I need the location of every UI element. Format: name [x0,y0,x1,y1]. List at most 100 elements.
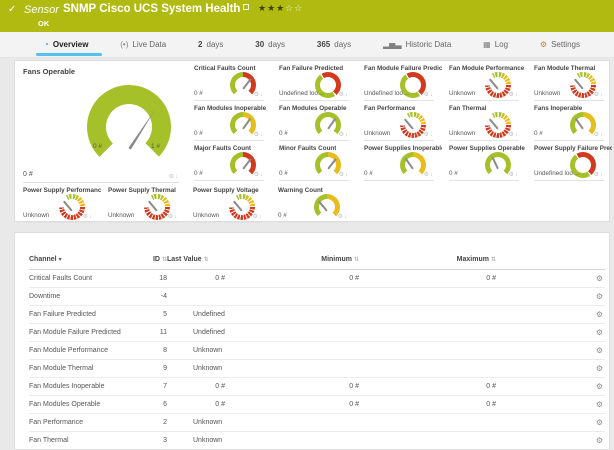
gauge-cell-fan-modules-operable[interactable]: Fan Modules Operable 0 # ⚙↓ [271,101,356,141]
tab-30-days[interactable]: 30 days [251,32,289,57]
cell-max: 0 # [359,269,496,288]
table-row-fan-modules-operable: Fan Modules Operable 6 0 #0 #0 # ⚙ [29,395,605,414]
table-row-fan-performance: Fan Performance 2 Unknown ⚙ [29,413,605,432]
cell-last: Unknown [167,359,225,378]
gauge-title: Fan Module Failure Predicted [364,65,442,72]
tab-2-days[interactable]: 2 days [194,32,227,57]
cell-last: Undefined loo... [167,305,225,324]
gauge-panel-fans-operable[interactable]: Fans Operable 0 # 1 # 0 # ⚙↓ [15,61,186,183]
channel-settings-gear-icon[interactable]: ⚙ [595,381,603,391]
gauge-cell-warning-count[interactable]: Warning Count 0 # ⚙↓ [270,183,355,223]
gauge-cell-fan-module-performance[interactable]: Fan Module Performance Unknown ⚙↓ [441,61,526,101]
channel-settings-gear-icon[interactable]: ⚙ [595,399,603,409]
gauge-options-icons[interactable]: ⚙↓ [253,172,264,178]
gauge-options-icons[interactable]: ⚙↓ [253,92,264,98]
column-header-maximum[interactable]: Maximum ⇅ [359,251,496,270]
gauge-cell-power-supplies-inoperable[interactable]: Power Supplies Inoperable 0 # ⚙↓ [356,141,442,181]
gauge-cell-fan-performance[interactable]: Fan Performance Unknown ⚙↓ [356,101,441,141]
tab-overview[interactable]: ◔ Overview [35,32,103,57]
gauge-value: 0 # [279,170,288,177]
gauge-value: 0 # [23,171,33,178]
gauge-options-icons[interactable]: ⚙↓ [253,132,264,138]
cell-min [225,431,359,449]
cell-channel: Fan Module Performance [29,341,149,360]
gauge-value: Unknown [108,212,135,219]
table-row-fan-modules-inoperable: Fan Modules Inoperable 7 0 #0 #0 # ⚙ [29,377,605,396]
gauge-options-icons[interactable]: ⚙↓ [338,172,349,178]
channel-table-panel: Channel ▾ ID ⇅ Last Value ⇅ Minimum ⇅ Maximum ⇅ C… [14,232,610,450]
channel-settings-gear-icon[interactable]: ⚙ [595,363,603,373]
gauge-options-icons[interactable]: ⚙↓ [337,214,348,220]
channel-settings-gear-icon[interactable]: ⚙ [595,435,603,445]
gauge-options-icons[interactable]: ⚙↓ [423,92,434,98]
channel-settings-gear-icon[interactable]: ⚙ [595,417,603,427]
gauge-options-icons[interactable]: ⚙↓ [423,172,434,178]
gauge-cell-power-supply-failure-predicted[interactable]: Power Supply Failure Predicted Undefined … [526,141,612,181]
column-header-id[interactable]: ID ⇅ [149,251,167,270]
gauge-options-icons[interactable]: ⚙↓ [338,132,349,138]
channel-settings-gear-icon[interactable]: ⚙ [595,309,603,319]
gauge-cell-fans-inoperable[interactable]: Fans Inoperable 0 # ⚙↓ [526,101,611,141]
tab-label: Settings [551,40,580,49]
tab-historic-data[interactable]: ▂▅▃ Historic Data [379,32,455,57]
gauge-options-icons[interactable]: ⚙↓ [82,214,93,220]
gauge-options-icons[interactable]: ⚙↓ [167,214,178,220]
gauge-options-icons[interactable]: ⚙↓ [508,132,519,138]
column-label: Minimum [321,256,352,264]
cell-actions: ⚙ [496,287,605,306]
gauge-options-icons[interactable]: ⚙↓ [593,132,604,138]
gauge-options-icons[interactable]: ⚙↓ [338,92,349,98]
gauge-cell-fan-module-thermal[interactable]: Fan Module Thermal Unknown ⚙↓ [526,61,611,101]
gauge-options-icons[interactable]: ⚙↓ [252,214,263,220]
priority-stars[interactable]: ★★★☆☆ [258,3,303,14]
gauge-title: Major Faults Count [194,145,252,152]
gauge-cell-power-supplies-operable[interactable]: Power Supplies Operable 0 # ⚙↓ [441,141,526,181]
tab-log[interactable]: ▦ Log [479,32,512,57]
gear-icon: ⚙ [539,40,548,49]
column-label: ID [152,256,160,264]
cell-channel: Fan Failure Predicted [29,305,149,324]
gauge-cell-fan-failure-predicted[interactable]: Fan Failure Predicted Undefined lookup v.… [271,61,356,101]
gauge-cell-critical-faults-count[interactable]: Critical Faults Count 0 # ⚙↓ [186,61,271,101]
gauge-options-icons[interactable]: ⚙↓ [423,132,434,138]
gauge-title: Power Supply Voltage [193,187,259,194]
gauge-title: Fan Failure Predicted [279,65,344,72]
gear-icon: ⚙ [168,174,175,180]
column-header-last-value[interactable]: Last Value ⇅ [167,251,225,270]
tab-number: 365 [316,40,331,49]
gauge-cell-major-faults-count[interactable]: Major Faults Count 0 # ⚙↓ [186,141,271,181]
channel-settings-gear-icon[interactable]: ⚙ [595,291,603,301]
gauge-title: Power Supply Performance [23,187,101,194]
gauge-dial [400,112,426,138]
gauge-cell-fan-thermal[interactable]: Fan Thermal Unknown ⚙↓ [441,101,526,141]
tab-settings[interactable]: ⚙ Settings [536,32,584,57]
column-header-minimum[interactable]: Minimum ⇅ [225,251,359,270]
cell-channel: Fan Performance [29,413,149,432]
gauge-options-icons[interactable]: ⚙↓ [169,173,179,180]
column-label: Channel [29,256,57,264]
gauge-cell-minor-faults-count[interactable]: Minor Faults Count 0 # ⚙↓ [271,141,356,181]
gauge-cell-fan-module-failure-predicted[interactable]: Fan Module Failure Predicted Undefined lo… [356,61,442,101]
gauge-options-icons[interactable]: ⚙↓ [593,92,604,98]
gauge-dial [485,72,511,98]
gauge-cell-power-supply-voltage[interactable]: Power Supply Voltage Unknown ⚙↓ [185,183,270,223]
tab-live-data[interactable]: (•) Live Data [116,32,170,57]
gauge-cell-power-supply-performance[interactable]: Power Supply Performance Unknown ⚙↓ [15,183,101,223]
gauge-cell-fan-modules-inoperable[interactable]: Fan Modules Inoperable 0 # ⚙↓ [186,101,271,141]
gauge-options-icons[interactable]: ⚙↓ [508,172,519,178]
channel-settings-gear-icon[interactable]: ⚙ [595,327,603,337]
cell-max [359,287,496,306]
fans-operable-gauge [87,85,171,169]
gauge-options-icons[interactable]: ⚙↓ [508,92,519,98]
channel-settings-gear-icon[interactable]: ⚙ [595,273,603,283]
gauge-cell-power-supply-thermal[interactable]: Power Supply Thermal Unknown ⚙↓ [100,183,185,223]
column-header-channel[interactable]: Channel ▾ [29,251,149,270]
tab-365-days[interactable]: 365 days [313,32,355,57]
gauge-options-icons[interactable]: ⚙↓ [593,172,604,178]
gauge-title: Minor Faults Count [279,145,337,152]
column-header-actions [496,251,605,270]
channel-settings-gear-icon[interactable]: ⚙ [595,345,603,355]
sensor-flag-icon [243,4,249,10]
status-check-icon: ✓ [8,4,17,15]
cell-id: 8 [149,341,167,360]
